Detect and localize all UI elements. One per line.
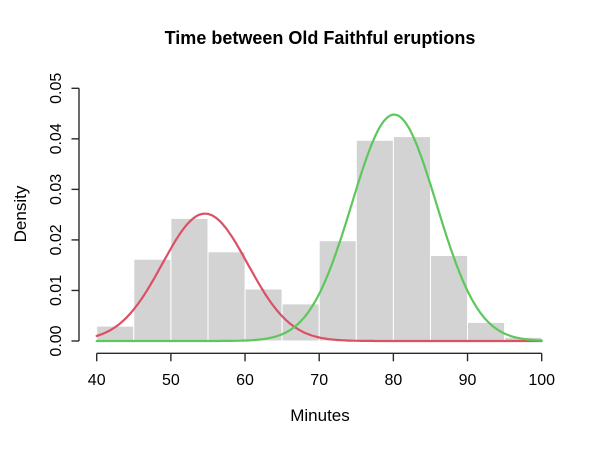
histogram-bar: [244, 288, 283, 342]
x-tick-label: 100: [528, 372, 555, 389]
y-tick-label: 0.05: [48, 73, 65, 104]
y-axis-label: Density: [11, 185, 30, 243]
y-tick-label: 0.04: [48, 123, 65, 154]
histogram-bar: [318, 240, 357, 342]
mixture-component-red-curve: [95, 212, 543, 343]
histogram-bar: [355, 139, 394, 342]
x-tick-label: 90: [459, 372, 477, 389]
x-tick-label: 80: [384, 372, 402, 389]
y-tick-label: 0.00: [48, 325, 65, 356]
x-tick-label: 70: [310, 372, 328, 389]
histogram-bar: [430, 255, 469, 342]
histogram-bar: [170, 217, 209, 342]
x-tick-label: 50: [162, 372, 180, 389]
histogram-bar: [207, 251, 246, 342]
y-tick-label: 0.03: [48, 174, 65, 205]
mixture-component-green-curve: [95, 113, 543, 343]
x-tick-label: 60: [236, 372, 254, 389]
y-tick-label: 0.02: [48, 224, 65, 255]
x-tick-label: 40: [88, 372, 106, 389]
y-tick-label: 0.01: [48, 275, 65, 306]
chart-title: Time between Old Faithful eruptions: [164, 28, 476, 48]
x-axis-label: Minutes: [290, 406, 350, 425]
